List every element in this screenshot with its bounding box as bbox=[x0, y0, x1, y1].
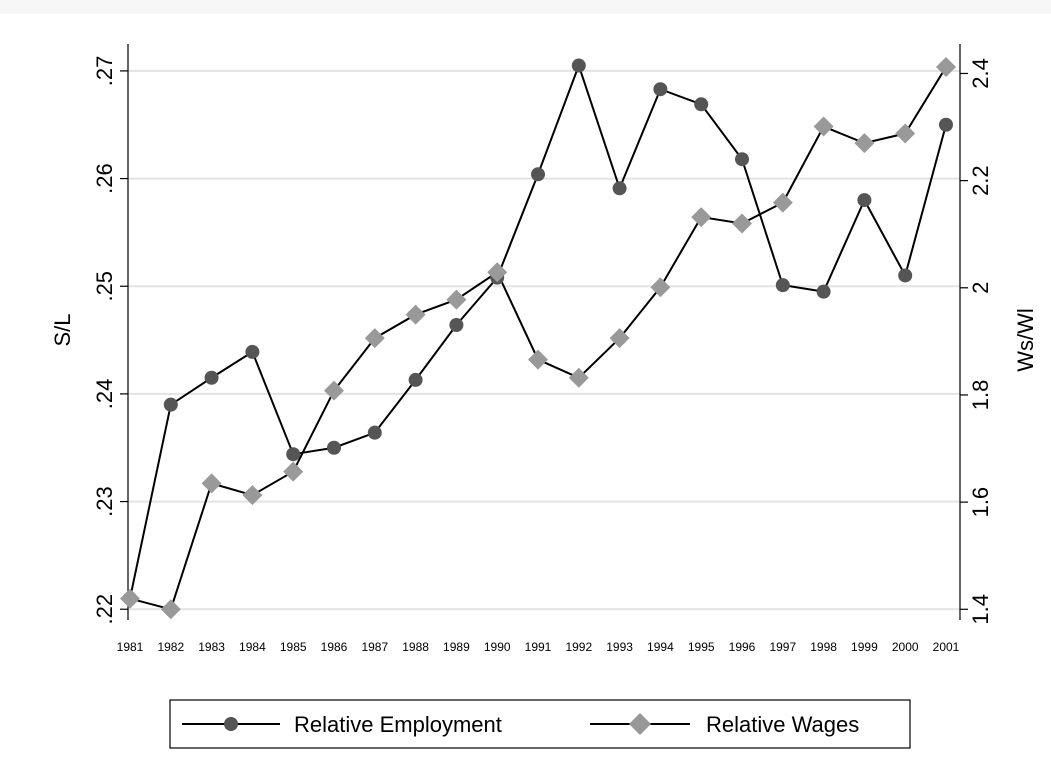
legend-label-wages: Relative Wages bbox=[706, 712, 859, 737]
y-left-axis-label: S/L bbox=[50, 313, 75, 346]
right-ticks: 1.4 1.6 1.8 2 2.2 2.4 bbox=[960, 58, 993, 625]
data-point-wages bbox=[120, 588, 140, 609]
data-point-wages bbox=[772, 192, 793, 213]
x-ticks: 1981 1982 1983 1984 1985 1986 1987 1988 1989 1990… bbox=[117, 640, 960, 654]
data-point-wages bbox=[487, 262, 508, 283]
data-point-wages bbox=[160, 599, 181, 620]
data-point-wages bbox=[650, 277, 671, 298]
x-tick-label: 1994 bbox=[647, 640, 674, 654]
x-tick-label: 1993 bbox=[606, 640, 633, 654]
data-point-employment bbox=[367, 425, 382, 440]
y-left-tick-label: .25 bbox=[92, 271, 117, 302]
legend-marker-wages bbox=[629, 713, 651, 735]
data-point-wages bbox=[609, 328, 630, 349]
data-point-employment bbox=[163, 397, 178, 412]
x-tick-label: 1992 bbox=[565, 640, 592, 654]
data-point-employment bbox=[449, 318, 464, 333]
axes: S/L Ws/Wl bbox=[50, 44, 1038, 620]
data-point-wages bbox=[895, 123, 916, 144]
data-point-wages bbox=[813, 116, 834, 137]
x-tick-label: 2000 bbox=[892, 640, 919, 654]
data-point-employment bbox=[694, 97, 709, 112]
top-strip bbox=[0, 0, 1051, 14]
x-tick-label: 1984 bbox=[239, 640, 266, 654]
x-tick-label: 1983 bbox=[198, 640, 225, 654]
data-point-employment bbox=[245, 344, 260, 359]
x-tick-label: 1981 bbox=[117, 640, 144, 654]
data-point-wages bbox=[732, 213, 752, 234]
y-right-tick-label: 1.4 bbox=[968, 594, 993, 625]
data-point-wages bbox=[242, 485, 263, 506]
x-tick-label: 2001 bbox=[933, 640, 960, 654]
data-point-employment bbox=[775, 278, 790, 293]
y-left-tick-label: .23 bbox=[92, 486, 117, 517]
y-left-tick-label: .27 bbox=[92, 56, 117, 87]
data-point-wages bbox=[283, 461, 304, 482]
y-right-axis-label: Ws/Wl bbox=[1013, 308, 1038, 372]
data-point-employment bbox=[286, 447, 301, 462]
series-line bbox=[129, 62, 947, 599]
x-tick-label: 1997 bbox=[769, 640, 796, 654]
x-tick-label: 1987 bbox=[361, 640, 388, 654]
data-point-wages bbox=[568, 367, 589, 388]
data-point-wages bbox=[691, 207, 712, 228]
data-point-employment bbox=[327, 440, 341, 455]
data-point-wages bbox=[446, 289, 467, 310]
y-right-tick-label: 2.4 bbox=[968, 58, 993, 89]
x-tick-label: 1999 bbox=[851, 640, 878, 654]
data-point-employment bbox=[939, 117, 953, 132]
legend-label-employment: Relative Employment bbox=[294, 712, 502, 737]
y-left-tick-label: .22 bbox=[92, 594, 117, 625]
data-point-employment bbox=[898, 268, 913, 283]
legend-box bbox=[169, 699, 911, 749]
data-point-employment bbox=[612, 181, 627, 196]
data-point-wages bbox=[854, 133, 875, 154]
data-point-wages bbox=[405, 304, 426, 325]
series-line bbox=[129, 66, 947, 611]
y-left-tick-label: .26 bbox=[92, 163, 117, 194]
x-tick-label: 1989 bbox=[443, 640, 470, 654]
x-tick-label: 1995 bbox=[688, 640, 715, 654]
x-tick-label: 1988 bbox=[402, 640, 429, 654]
y-right-tick-label: 1.6 bbox=[968, 487, 993, 518]
data-point-employment bbox=[531, 167, 545, 182]
legend-marker-employment bbox=[224, 717, 238, 731]
data-point-employment bbox=[857, 193, 872, 208]
data-point-employment bbox=[735, 152, 749, 167]
x-tick-label: 1998 bbox=[810, 640, 837, 654]
data-point-wages bbox=[324, 380, 344, 401]
data-point-employment bbox=[571, 58, 586, 73]
data-point-wages bbox=[528, 349, 548, 370]
data-point-wages bbox=[936, 57, 956, 78]
y-right-tick-label: 2.2 bbox=[968, 165, 993, 196]
series-lines bbox=[129, 62, 947, 611]
y-left-tick-label: .24 bbox=[92, 379, 117, 410]
x-tick-label: 1986 bbox=[321, 640, 348, 654]
data-point-employment bbox=[653, 82, 668, 97]
y-right-tick-label: 1.8 bbox=[968, 380, 993, 411]
x-tick-label: 1985 bbox=[280, 640, 307, 654]
series-markers bbox=[120, 57, 956, 620]
gridlines bbox=[128, 69, 960, 611]
data-point-wages bbox=[201, 473, 222, 494]
x-tick-label: 1996 bbox=[729, 640, 756, 654]
x-tick-label: 1990 bbox=[484, 640, 511, 654]
data-point-wages bbox=[364, 328, 385, 349]
y-right-tick-label: 2 bbox=[968, 282, 993, 294]
left-ticks: .22 .23 .24 .25 .26 .27 bbox=[92, 56, 128, 625]
legend: Relative Employment Relative Wages bbox=[169, 699, 911, 749]
data-point-employment bbox=[816, 284, 831, 299]
data-point-employment bbox=[204, 370, 219, 385]
x-tick-label: 1991 bbox=[525, 640, 552, 654]
x-tick-label: 1982 bbox=[157, 640, 184, 654]
data-point-employment bbox=[408, 372, 423, 387]
